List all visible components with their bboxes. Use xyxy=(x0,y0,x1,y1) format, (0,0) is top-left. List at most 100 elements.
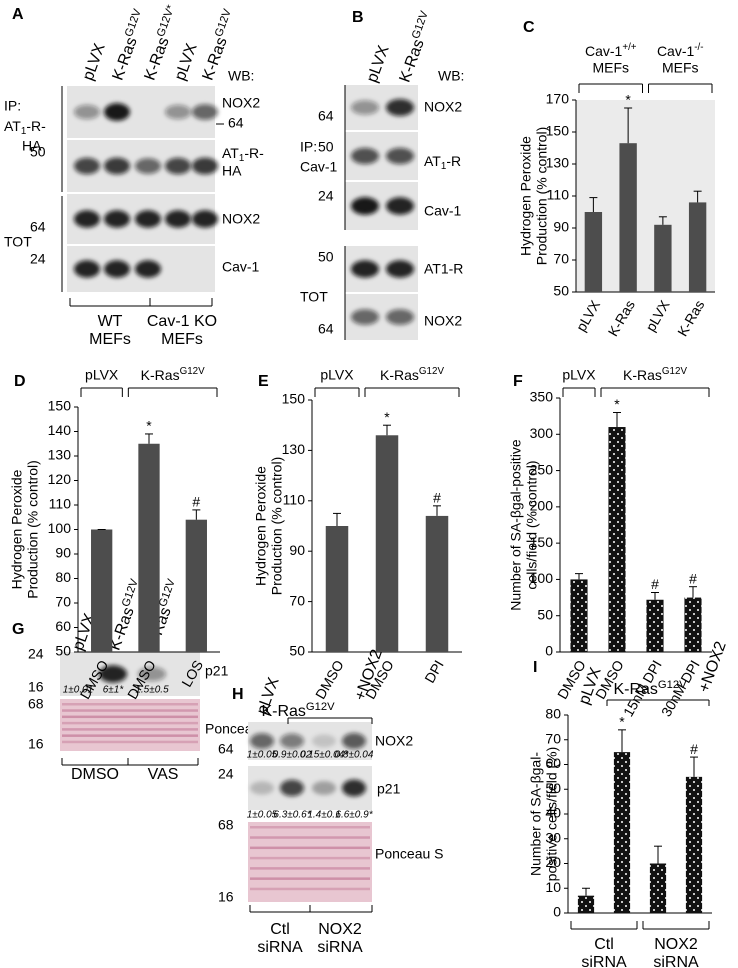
y-tick-label: 50 xyxy=(289,643,305,659)
band xyxy=(99,665,127,683)
bar xyxy=(685,776,703,913)
bar xyxy=(649,863,667,913)
stain-stripe xyxy=(250,836,370,839)
band xyxy=(135,210,161,228)
panel-label: I xyxy=(533,659,537,676)
stain-stripe xyxy=(62,721,198,725)
y-tick-label: 110 xyxy=(49,496,72,512)
y-tick-label: 80 xyxy=(545,706,561,722)
mw-marker: 68 xyxy=(218,817,234,833)
y-axis-title: Production (% control) xyxy=(25,460,41,599)
x-tick-label: pLVX xyxy=(642,297,673,334)
y-tick-label: 150 xyxy=(530,534,554,550)
significance-marker: # xyxy=(689,570,697,586)
y-tick-label: 130 xyxy=(546,155,570,171)
blot xyxy=(60,652,200,696)
text-part: K-Ras xyxy=(380,367,419,383)
stain-stripe xyxy=(62,715,198,719)
text-part: G12V xyxy=(306,701,335,713)
y-axis-title: Hydrogen Peroxide xyxy=(518,136,534,256)
bar xyxy=(684,597,702,652)
row-label: Cav-1 xyxy=(424,203,462,219)
text-part: G12V xyxy=(213,7,234,38)
group-label: MEFs xyxy=(89,331,131,348)
band xyxy=(342,779,366,797)
band xyxy=(280,733,304,749)
y-tick-label: 0 xyxy=(553,904,561,920)
row-label: NOX2 xyxy=(222,95,260,111)
y-axis-title: Hydrogen Peroxide xyxy=(9,469,25,589)
significance-marker: * xyxy=(614,396,620,412)
band xyxy=(312,734,336,748)
ip-label: IP: xyxy=(4,98,21,114)
band xyxy=(104,103,130,121)
row-label: NOX2 xyxy=(222,211,260,227)
row-label: NOX2 xyxy=(424,313,462,329)
band xyxy=(135,260,161,278)
group-label: Ctl xyxy=(270,921,290,938)
stain-stripe xyxy=(62,703,198,706)
band xyxy=(74,104,100,120)
panel-label: G xyxy=(12,621,24,638)
quantification: 1±0.05 xyxy=(247,750,278,761)
row-label: AT1-R xyxy=(424,261,463,277)
y-tick-label: 140 xyxy=(48,422,72,438)
y-tick-label: 100 xyxy=(48,520,72,536)
quantification: 0.8±0.04 xyxy=(335,750,374,761)
lane-label: pLVX xyxy=(80,41,109,83)
y-tick-label: 90 xyxy=(289,542,305,558)
band xyxy=(342,733,366,749)
row-label: NOX2 xyxy=(375,733,413,749)
y-tick-label: 170 xyxy=(546,91,570,107)
y-tick-label: 70 xyxy=(553,251,569,267)
y-tick-label: 30 xyxy=(545,829,561,845)
band xyxy=(135,158,161,174)
group-label: Cav-1 KO xyxy=(147,313,217,330)
group-label: NOX2 xyxy=(318,921,362,938)
bar xyxy=(584,212,603,292)
group-label: WT xyxy=(98,313,123,330)
group-label: MEFs xyxy=(662,60,699,76)
ip-label: Cav-1 xyxy=(300,159,338,175)
bar xyxy=(325,526,349,652)
y-axis-title: Hydrogen Peroxide xyxy=(253,466,269,586)
bar xyxy=(613,752,631,913)
significance-marker: * xyxy=(625,92,631,108)
panel-label: D xyxy=(14,373,26,390)
significance-marker: # xyxy=(690,741,698,757)
y-axis-title: cells/field (% control) xyxy=(524,460,540,589)
text-part: K-Ras xyxy=(141,367,180,383)
stain-stripe xyxy=(250,856,370,860)
group-label: pLVX xyxy=(320,367,354,383)
quantification: 6.6±0.9* xyxy=(335,810,373,821)
group-label: K-RasG12V xyxy=(623,366,687,383)
y-tick-label: 0 xyxy=(545,643,553,659)
band xyxy=(104,210,130,228)
text-part: AT xyxy=(424,153,441,169)
bar xyxy=(425,515,449,652)
y-tick-label: 50 xyxy=(545,780,561,796)
y-tick-label: 40 xyxy=(545,805,561,821)
y-tick-label: 10 xyxy=(545,879,561,895)
group-label: VAS xyxy=(148,766,179,783)
bar xyxy=(654,224,672,292)
y-tick-label: 60 xyxy=(55,618,71,634)
mw-marker: 64 xyxy=(228,115,244,131)
band xyxy=(104,157,130,175)
stain-stripe xyxy=(62,728,198,731)
band xyxy=(104,260,130,278)
x-tick-label: DPI xyxy=(421,657,447,685)
band xyxy=(386,309,414,325)
band xyxy=(312,781,336,795)
group-label: pLVX xyxy=(85,367,119,383)
mw-marker: 24 xyxy=(318,188,334,204)
text-part: -/- xyxy=(694,42,703,53)
band xyxy=(74,157,100,175)
y-tick-label: 70 xyxy=(545,730,561,746)
stain-stripe xyxy=(250,867,370,870)
y-tick-label: 150 xyxy=(546,123,570,139)
text-part: -R- xyxy=(244,145,264,161)
text-part: +/+ xyxy=(622,42,636,53)
bar xyxy=(91,529,113,652)
wb-label: WB: xyxy=(228,68,254,84)
